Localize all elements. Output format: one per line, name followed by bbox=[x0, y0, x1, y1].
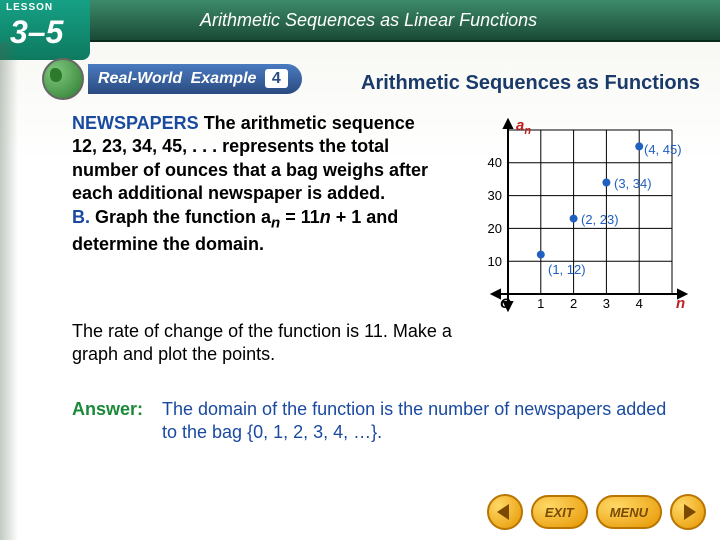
globe-icon bbox=[42, 58, 84, 100]
example-prefix: Real-World bbox=[98, 70, 182, 87]
eq-sub1: n bbox=[271, 214, 280, 231]
subtitle: Arithmetic Sequences as Functions bbox=[361, 72, 700, 95]
graph: 1 2 3 4 10 20 30 40 O an n bbox=[472, 118, 692, 314]
ytick-20: 20 bbox=[488, 221, 502, 236]
left-shadow bbox=[0, 42, 18, 540]
chevron-right-icon bbox=[684, 504, 696, 520]
example-number: 4 bbox=[265, 69, 288, 88]
exit-label: EXIT bbox=[545, 505, 574, 520]
point-3 bbox=[602, 179, 610, 187]
point-4 bbox=[635, 142, 643, 150]
example-word: Example bbox=[191, 70, 257, 87]
title-text: Arithmetic Sequences as Linear Functions bbox=[200, 10, 537, 31]
ytick-30: 30 bbox=[488, 188, 502, 203]
next-button[interactable] bbox=[670, 494, 706, 530]
eq-mid: = 11 bbox=[280, 207, 320, 227]
answer-row: Answer: The domain of the function is th… bbox=[72, 398, 672, 445]
point-label-4: (4, 45) bbox=[644, 142, 682, 157]
answer-text: The domain of the function is the number… bbox=[162, 398, 672, 445]
explanation: The rate of change of the function is 11… bbox=[72, 320, 472, 367]
part-b-1: Graph the function bbox=[95, 207, 261, 227]
ytick-10: 10 bbox=[488, 254, 502, 269]
answer-label: Answer: bbox=[72, 398, 162, 445]
problem-text: NEWSPAPERS The arithmetic sequence 12, 2… bbox=[72, 112, 442, 256]
problem-lead: NEWSPAPERS bbox=[72, 113, 199, 133]
xtick-4: 4 bbox=[636, 296, 643, 311]
x-axis-label: n bbox=[676, 295, 685, 312]
eq-lhs: a bbox=[261, 207, 271, 227]
chevron-left-icon bbox=[497, 504, 509, 520]
title-bar: Arithmetic Sequences as Linear Functions bbox=[90, 0, 720, 42]
point-1 bbox=[537, 251, 545, 259]
xtick-3: 3 bbox=[603, 296, 610, 311]
ytick-40: 40 bbox=[488, 155, 502, 170]
example-badge: Real-World Example 4 bbox=[42, 58, 302, 100]
lesson-number: 3–5 bbox=[10, 14, 63, 51]
xtick-1: 1 bbox=[537, 296, 544, 311]
point-label-2: (2, 23) bbox=[581, 212, 619, 227]
point-label-1: (1, 12) bbox=[548, 262, 586, 277]
part-b-label: B. bbox=[72, 207, 95, 227]
origin-label: O bbox=[500, 295, 511, 311]
menu-label: MENU bbox=[610, 505, 648, 520]
xtick-2: 2 bbox=[570, 296, 577, 311]
lesson-label: LESSON bbox=[6, 2, 53, 13]
exit-button[interactable]: EXIT bbox=[531, 495, 588, 529]
graph-svg: 1 2 3 4 10 20 30 40 O an n bbox=[472, 118, 692, 314]
eq-rhs: + 1 bbox=[331, 207, 362, 227]
point-2 bbox=[570, 215, 578, 223]
point-label-3: (3, 34) bbox=[614, 176, 652, 191]
menu-button[interactable]: MENU bbox=[596, 495, 662, 529]
slide: Arithmetic Sequences as Linear Functions… bbox=[0, 0, 720, 540]
example-label: Real-World Example 4 bbox=[88, 64, 302, 94]
footer-nav: EXIT MENU bbox=[487, 494, 706, 530]
prev-button[interactable] bbox=[487, 494, 523, 530]
eq-var: n bbox=[320, 207, 331, 227]
